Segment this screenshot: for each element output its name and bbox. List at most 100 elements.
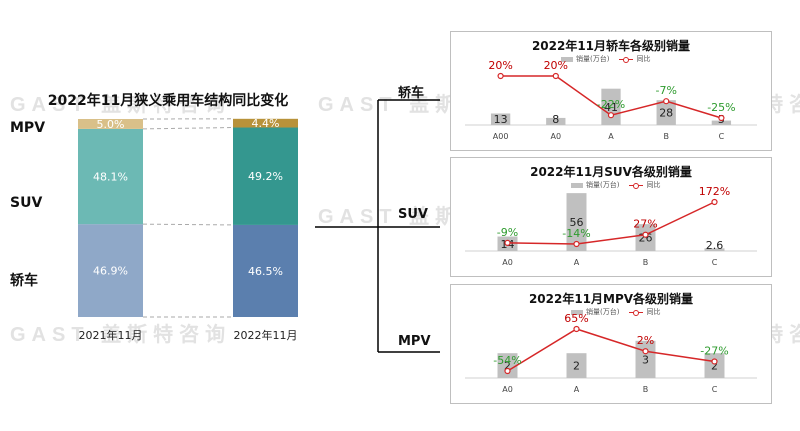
stack-segment — [233, 127, 298, 225]
panel-title: 2022年11月轿车各级别销量 — [531, 39, 691, 53]
sedan-sales-panel: 2022年11月轿车各级别销量 销量(万台)同比 13A008A041A28B5… — [450, 31, 772, 151]
yoy-point — [573, 240, 580, 248]
yoy-label: -7% — [655, 84, 676, 97]
legend-line-label: 同比 — [646, 308, 661, 316]
panel-legend: 销量(万台) 同比 — [571, 180, 660, 190]
bar-value-label: 13 — [494, 113, 508, 126]
bracket-label-mpv: MPV — [398, 334, 431, 349]
yoy-point — [711, 358, 718, 365]
legend-line-label: 同比 — [646, 181, 661, 189]
dashed-connector — [142, 127, 234, 130]
mpv-combo-plot: 2 A0 2 A 3 B 2 C -54% 65% 2% -27% — [465, 312, 757, 394]
category-label: A00 — [493, 132, 509, 141]
data-label: 4.4% — [252, 117, 280, 130]
bar-value-label: 28 — [659, 107, 673, 120]
bracket-label-suv: SUV — [398, 207, 428, 222]
watermark: GAST 盖斯特咨询 — [10, 94, 232, 116]
structure-chart-title: 2022年11月狭义乘用车结构同比变化 — [47, 93, 289, 109]
category-label: C — [719, 132, 725, 141]
yoy-point — [504, 367, 511, 375]
row-label-sedan: 轿车 — [10, 273, 38, 289]
bracket-label-sedan: 轿车 — [398, 86, 425, 101]
bar-value-label: 8 — [552, 113, 559, 126]
sedan-combo-plot: 13A008A041A28B5C20%20%-22%-7%-25% — [465, 59, 757, 141]
legend-bar-label: 销量(万台) — [576, 55, 610, 63]
legend-line-swatch — [619, 56, 634, 63]
legend-bar-label: 销量(万台) — [586, 181, 620, 189]
yoy-point — [607, 112, 615, 119]
stacked-bar-plot: 46.9% 48.1% 5.0% 2021年11月 46.5% 49.2% 4.4% 2022… — [78, 117, 298, 342]
stack-segment — [78, 224, 143, 317]
yoy-label: 65% — [564, 312, 588, 325]
watermark: GAST 盖斯特咨询 — [10, 324, 232, 346]
category-label: A0 — [502, 258, 513, 267]
sales-bar — [497, 353, 518, 378]
yoy-label: 20% — [488, 59, 512, 72]
category-label: 2021年11月 — [79, 328, 143, 342]
bar-value-label: 41 — [604, 101, 618, 114]
row-label-mpv: MPV — [10, 120, 46, 136]
category-label: B — [643, 385, 649, 394]
bar-value-label: 2 — [711, 360, 718, 373]
yoy-label: 172% — [699, 185, 730, 198]
data-label: 49.2% — [248, 170, 283, 183]
sales-bar — [711, 120, 732, 125]
bar-value-label: 2.6 — [706, 239, 724, 252]
data-label: 46.9% — [93, 265, 128, 278]
yoy-label: 20% — [544, 59, 568, 72]
category-label: C — [712, 258, 718, 267]
legend-line-swatch — [629, 182, 644, 189]
sales-bar — [546, 117, 566, 125]
stack-segment — [78, 128, 143, 225]
bar-value-label: 2 — [504, 360, 511, 373]
sales-bar — [704, 353, 725, 378]
bar-value-label: 3 — [642, 353, 649, 366]
panel-legend: 销量(万台) 同比 — [561, 54, 650, 64]
yoy-point — [497, 72, 504, 80]
legend-line-label: 同比 — [636, 55, 651, 63]
yoy-label: -22% — [597, 98, 625, 111]
yoy-label: -54% — [493, 354, 521, 367]
yoy-label: 27% — [633, 218, 657, 231]
legend-bar-swatch — [561, 56, 573, 62]
category-label: A — [574, 385, 580, 394]
yoy-point — [573, 325, 580, 333]
category-label: C — [712, 385, 718, 394]
panel-title: 2022年11月SUV各级别销量 — [530, 165, 692, 179]
sales-bar — [566, 193, 587, 251]
yoy-point — [642, 231, 649, 238]
suv-sales-panel: 2022年11月SUV各级别销量 销量(万台)同比 14A056A26B2.6C… — [450, 157, 772, 277]
panel-title: 2022年11月MPV各级别销量 — [528, 292, 694, 306]
structure-chart: 2022年11月狭义乘用车结构同比变化 MPV SUV 轿车 46.9% 48.1… — [0, 0, 330, 431]
yoy-line — [507, 201, 715, 245]
sales-bar — [566, 353, 587, 378]
sales-bar — [656, 100, 676, 125]
data-label: 46.5% — [248, 265, 283, 278]
yoy-label: -25% — [707, 101, 735, 114]
legend-line-swatch — [629, 309, 644, 316]
legend-bar-swatch — [571, 309, 583, 315]
stack-segment — [233, 118, 298, 128]
suv-combo-plot: 14A056A26B2.6C-9%-14%27%172% — [465, 185, 757, 267]
category-label: 2022年11月 — [234, 328, 298, 342]
panel-legend: 销量(万台) 同比 — [571, 307, 660, 317]
yoy-label: -9% — [497, 226, 518, 239]
sales-bar — [490, 113, 511, 125]
yoy-line — [507, 328, 715, 372]
data-label: 5.0% — [97, 118, 125, 131]
dashed-connector — [142, 223, 234, 226]
sales-bar — [704, 248, 725, 251]
yoy-point — [718, 114, 725, 122]
bar-value-label: 56 — [570, 216, 584, 229]
yoy-label: -14% — [562, 227, 590, 240]
yoy-point — [552, 72, 559, 80]
legend-bar-swatch — [571, 182, 583, 188]
yoy-point — [504, 239, 511, 246]
yoy-label: 2% — [637, 334, 654, 347]
yoy-point — [642, 348, 649, 355]
yoy-point — [663, 98, 670, 105]
category-label: A0 — [502, 385, 513, 394]
sales-bar — [601, 88, 621, 125]
category-label: A — [574, 258, 580, 267]
